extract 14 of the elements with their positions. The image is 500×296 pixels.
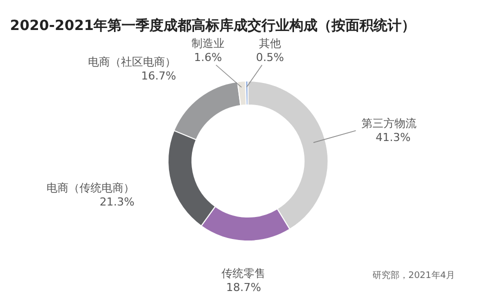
slice-label: 其他 [259,37,281,50]
slice-label: 电商（传统电商） [46,181,135,194]
slice-label: 制造业 [192,37,224,50]
slice-label: 电商（社区电商） [88,55,176,68]
data-label: 0.5% [256,51,284,64]
data-label: 1.6% [194,51,222,64]
text: 研究部，2021年4月 [372,270,455,281]
slice-label: 传统零售 [222,266,266,280]
slice-label: 第三方物流 [362,117,417,130]
chart-title: 2020-2021年第一季度成都高标库成交行业构成（按面积统计） [10,17,416,34]
data-label: 41.3% [376,131,411,144]
data-label: 18.7% [226,280,262,294]
data-label: 21.3% [100,195,135,208]
data-label: 16.7% [141,69,176,82]
